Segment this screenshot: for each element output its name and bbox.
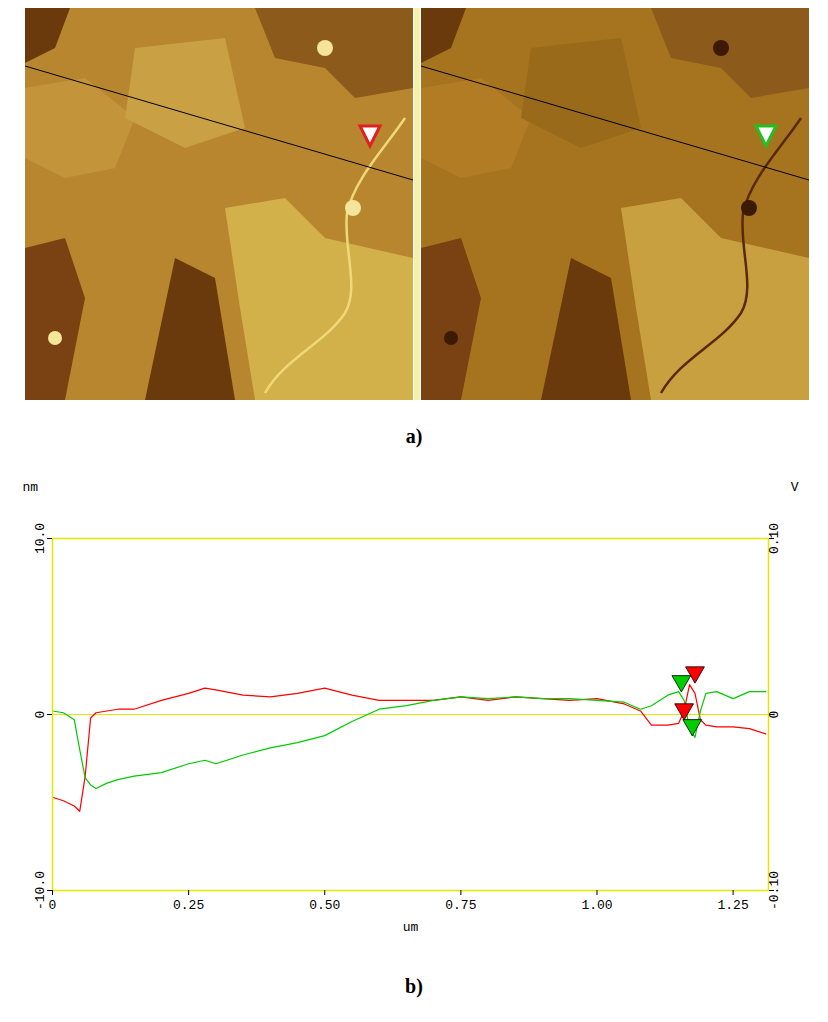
svg-text:-0.10: -0.10 — [767, 871, 782, 910]
svg-text:0: 0 — [49, 898, 57, 913]
svg-text:nm: nm — [23, 480, 39, 495]
svg-text:0: 0 — [33, 711, 48, 719]
svg-text:0.50: 0.50 — [309, 898, 340, 913]
svg-text:0.25: 0.25 — [173, 898, 204, 913]
svg-text:V: V — [791, 480, 799, 495]
html-text:b): b) — [405, 975, 423, 997]
html-text:a): a) — [405, 425, 423, 447]
svg-text:1.25: 1.25 — [717, 898, 748, 913]
svg-text:0.75: 0.75 — [445, 898, 476, 913]
svg-text:um: um — [403, 920, 419, 935]
svg-text:1.00: 1.00 — [581, 898, 612, 913]
svg-text:-10.0: -10.0 — [33, 871, 48, 910]
svg-text:0.10: 0.10 — [767, 523, 782, 554]
svg-text:0: 0 — [767, 711, 782, 719]
svg-text:10.0: 10.0 — [33, 523, 48, 554]
